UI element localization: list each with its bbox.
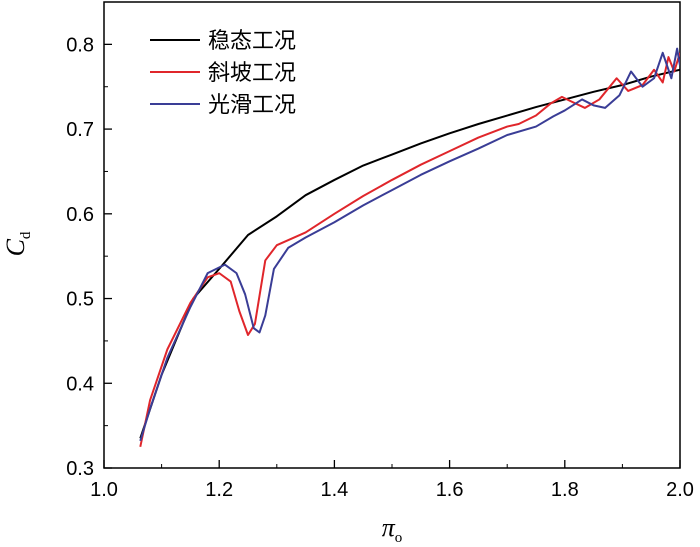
y-axis-label: Cd: [1, 231, 34, 256]
y-tick-label: 0.4: [66, 373, 94, 395]
y-axis-label-sub: d: [18, 231, 34, 239]
x-axis-label-sub: o: [395, 530, 403, 546]
axis-ticks: 1.0 1.2 1.4 1.6 1.8 2.0 0.3 0.4 0.5 0.6 0.7 0.8: [66, 34, 694, 501]
y-tick-label: 0.6: [66, 204, 94, 226]
y-tick-label: 0.8: [66, 34, 94, 56]
x-tick-label: 1.8: [551, 479, 579, 501]
legend-label-2: 光滑工况: [208, 93, 296, 118]
x-tick-label: 2.0: [666, 479, 694, 501]
y-tick-label: 0.3: [66, 458, 94, 480]
x-tick-label: 1.6: [436, 479, 464, 501]
x-tick-label: 1.2: [205, 479, 233, 501]
series-lines: [139, 47, 680, 448]
x-axis-label: πo: [382, 513, 403, 546]
series-line-1: [139, 52, 680, 448]
legend-label-1: 斜坡工况: [208, 61, 296, 86]
y-tick-label: 0.7: [66, 119, 94, 141]
y-tick-label: 0.5: [66, 289, 94, 311]
series-line-2: [139, 47, 680, 442]
legend-label-0: 稳态工况: [208, 29, 296, 54]
x-tick-label: 1.0: [90, 479, 118, 501]
x-tick-label: 1.4: [320, 479, 348, 501]
series-line-0: [139, 68, 680, 439]
